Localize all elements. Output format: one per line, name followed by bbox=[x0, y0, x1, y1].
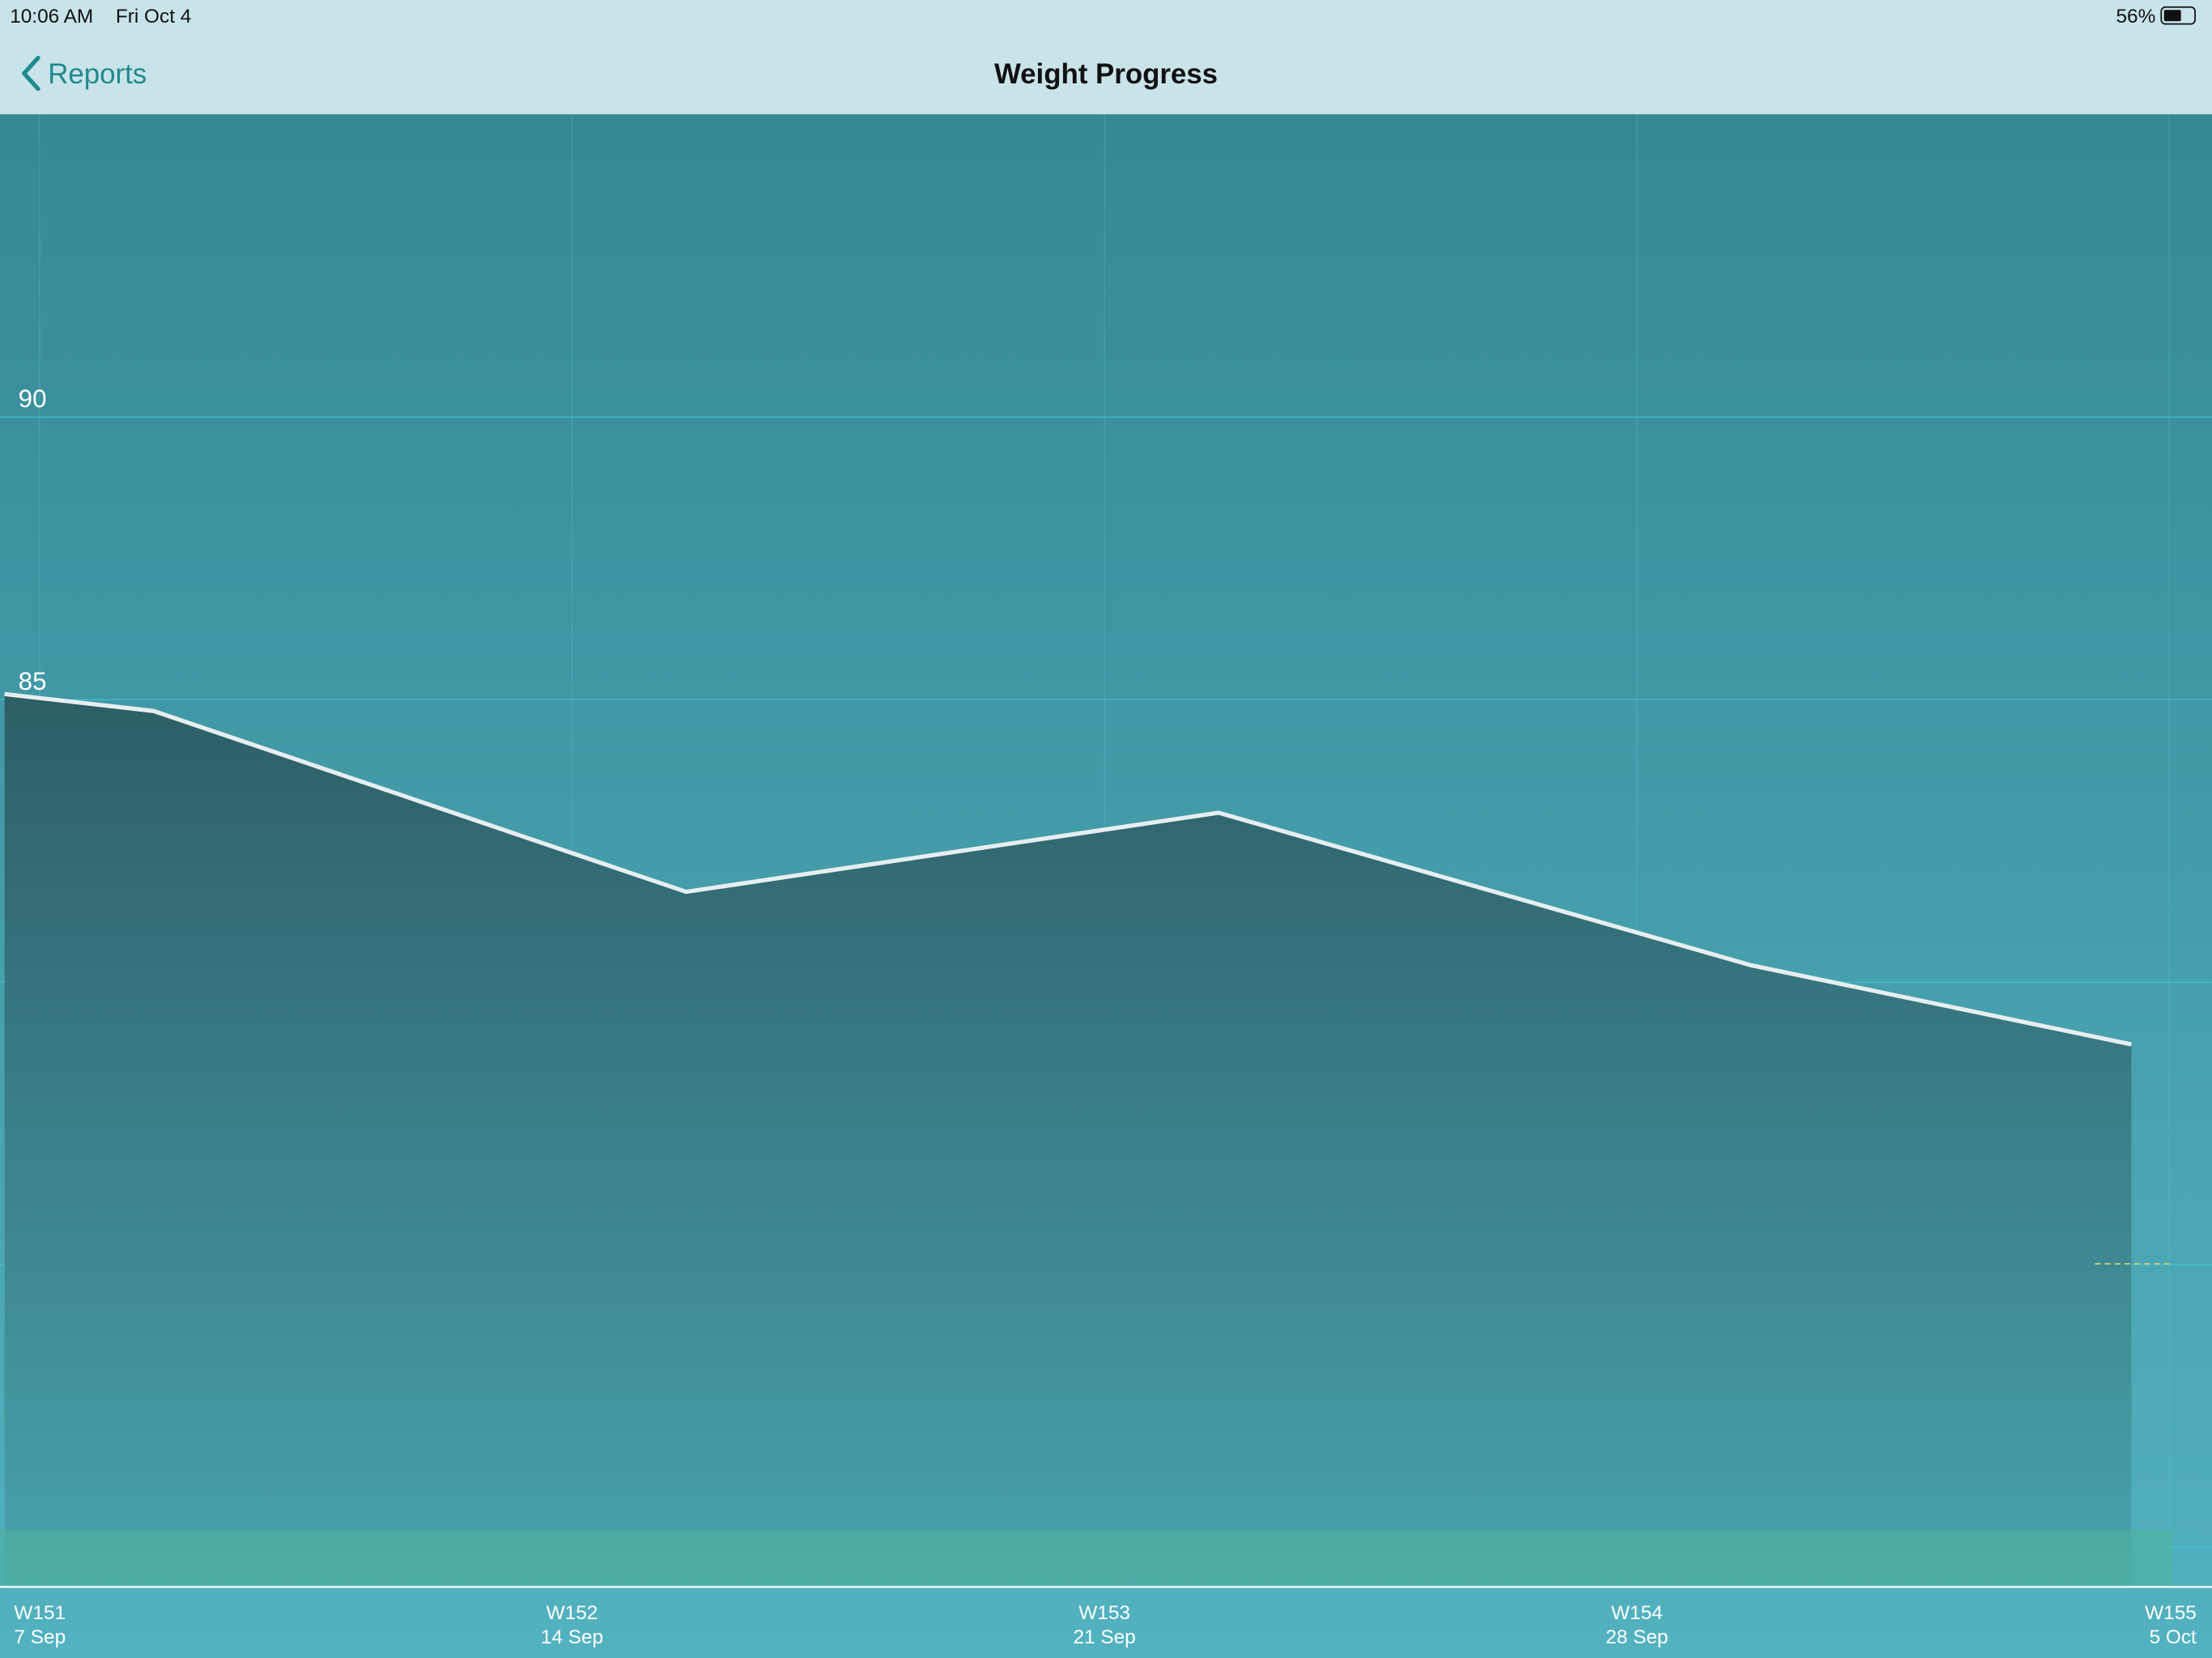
status-time: 10:06 AM bbox=[10, 6, 93, 28]
x-tick-label: W152 bbox=[547, 1602, 598, 1624]
header-bg bbox=[0, 0, 2212, 115]
x-tick-label: W155 bbox=[2145, 1602, 2197, 1624]
x-tick-label: W151 bbox=[14, 1602, 66, 1624]
area bbox=[4, 694, 2132, 1588]
battery-icon bbox=[2160, 6, 2196, 25]
y-tick-label: 85 bbox=[19, 667, 47, 695]
x-tick-label: 28 Sep bbox=[1606, 1626, 1668, 1648]
x-tick-label: 21 Sep bbox=[1073, 1626, 1135, 1648]
back-label[interactable]: Reports bbox=[48, 58, 147, 90]
x-tick-label: 5 Oct bbox=[2150, 1626, 2197, 1648]
x-tick-label: 14 Sep bbox=[541, 1626, 603, 1648]
back-button[interactable]: Reports bbox=[22, 55, 147, 91]
line bbox=[4, 691, 2132, 1047]
x-tick-label: W153 bbox=[1078, 1602, 1130, 1624]
goal-band bbox=[0, 1530, 2173, 1588]
battery-percent: 56% bbox=[2116, 6, 2156, 28]
x-tick-label: 7 Sep bbox=[14, 1626, 66, 1648]
x-tick-label: W154 bbox=[1611, 1602, 1663, 1624]
y-tick-label: 90 bbox=[19, 385, 47, 413]
status-date: Fri Oct 4 bbox=[116, 6, 191, 28]
nav-title: Weight Progress bbox=[994, 58, 1218, 90]
